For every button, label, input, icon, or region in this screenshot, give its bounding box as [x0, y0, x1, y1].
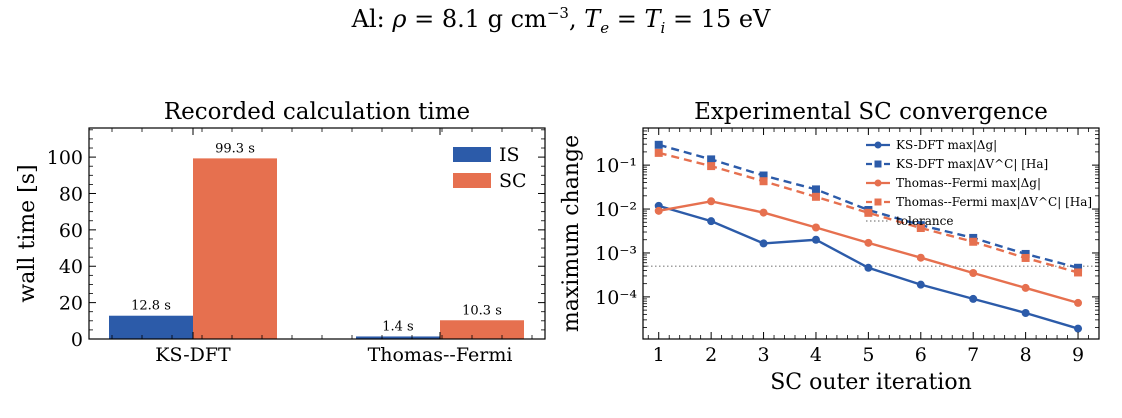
bar-value-label: 1.4 s [382, 319, 413, 334]
series-point-0 [811, 235, 820, 244]
series-point-3 [759, 177, 768, 186]
line-chart-legend: KS-DFT max|Δg| KS-DFT max|ΔV^C| [Ha] Thoma… [866, 138, 1092, 228]
x-tick-label: 3 [758, 344, 770, 366]
series-line-1 [658, 143, 1079, 269]
legend-label: tolerance [896, 214, 953, 228]
line-chart-ylabel: maximum change [559, 135, 584, 332]
x-tick-label: KS-DFT [155, 344, 231, 366]
bar-value-label: 99.3 s [215, 141, 255, 156]
x-tick-label: 4 [810, 344, 822, 366]
y-tick-label: 10⁻¹ [595, 155, 637, 177]
series-point-3 [864, 208, 873, 217]
bar-chart-title: Recorded calculation time [164, 99, 470, 125]
x-tick-label: 9 [1072, 344, 1084, 366]
figure-title: Al: ρ = 8.1 g cm−3, Te = Ti = 15 eV [351, 4, 771, 37]
series-point-0 [864, 263, 873, 272]
bar-chart: Recorded calculation time wall time [s] 12… [15, 99, 546, 366]
series-point-0 [707, 217, 716, 226]
y-tick-label: 10⁻⁴ [595, 287, 637, 309]
series-point-1 [654, 140, 663, 149]
x-tick-label: 7 [967, 344, 979, 366]
legend-label: IS [499, 144, 520, 166]
y-tick-label: 0 [71, 329, 83, 351]
x-tick-label: 5 [862, 344, 874, 366]
series-point-3 [1021, 253, 1030, 262]
bar-is-0 [109, 315, 193, 339]
series-point-0 [969, 294, 978, 303]
legend-marker [874, 198, 882, 206]
y-tick-label: 10⁻³ [595, 243, 637, 265]
x-tick-label: 8 [1020, 344, 1032, 366]
line-chart-frame [642, 127, 1100, 340]
y-tick-label: 10⁻² [595, 199, 637, 221]
bar-value-label: 10.3 s [462, 303, 502, 318]
series-point-3 [1074, 268, 1083, 277]
bar-sc-1 [440, 320, 524, 339]
line-chart: Experimental SC convergence SC outer iter… [559, 99, 1100, 395]
y-tick-label: 20 [59, 293, 83, 315]
line-chart-title: Experimental SC convergence [694, 99, 1048, 125]
legend-label: Thomas--Fermi max|ΔV^C| [Ha] [896, 195, 1092, 209]
series-point-2 [1074, 298, 1083, 307]
series-point-0 [1074, 324, 1083, 333]
legend-marker [874, 160, 882, 168]
legend-label: KS-DFT max|Δg| [896, 138, 997, 152]
series-point-1 [811, 185, 820, 194]
series-point-2 [811, 223, 820, 232]
bar-is-1 [356, 336, 440, 339]
bar-chart-frame [88, 127, 546, 340]
series-point-3 [654, 148, 663, 157]
x-tick-label: 6 [915, 344, 927, 366]
y-tick-label: 40 [59, 256, 83, 278]
series-line-3 [658, 151, 1079, 274]
legend-swatch-is [453, 147, 491, 162]
legend-label: KS-DFT max|ΔV^C| [Ha] [896, 157, 1048, 171]
legend-marker [874, 141, 882, 149]
series-point-2 [707, 197, 716, 206]
series-point-0 [1021, 308, 1030, 317]
series-point-3 [811, 192, 820, 201]
series-point-1 [707, 155, 716, 164]
x-tick-label: Thomas--Fermi [368, 344, 513, 366]
x-tick-label: 2 [705, 344, 717, 366]
legend-marker [874, 179, 882, 187]
series-point-2 [654, 206, 663, 215]
y-tick-label: 60 [59, 220, 83, 242]
series-point-1 [1021, 249, 1030, 258]
series-point-2 [916, 253, 925, 262]
series-point-2 [864, 238, 873, 247]
line-chart-xlabel: SC outer iteration [770, 370, 972, 395]
y-tick-label: 80 [59, 183, 83, 205]
series-point-2 [759, 208, 768, 217]
series-point-0 [759, 239, 768, 248]
series-point-1 [1074, 263, 1083, 272]
series-point-0 [916, 280, 925, 289]
legend-label: SC [499, 170, 527, 192]
series-point-3 [969, 237, 978, 246]
series-point-3 [916, 224, 925, 233]
bar-sc-0 [193, 158, 277, 339]
series-point-2 [1021, 283, 1030, 292]
series-point-1 [759, 171, 768, 180]
series-point-3 [707, 162, 716, 171]
bar-value-label: 12.8 s [131, 299, 171, 314]
series-point-2 [969, 268, 978, 277]
legend-label: Thomas--Fermi max|Δg| [896, 176, 1041, 190]
y-tick-label: 100 [47, 147, 83, 169]
legend-swatch-sc [453, 173, 491, 188]
x-tick-label: 1 [653, 344, 665, 366]
bar-chart-ylabel: wall time [s] [15, 164, 40, 302]
